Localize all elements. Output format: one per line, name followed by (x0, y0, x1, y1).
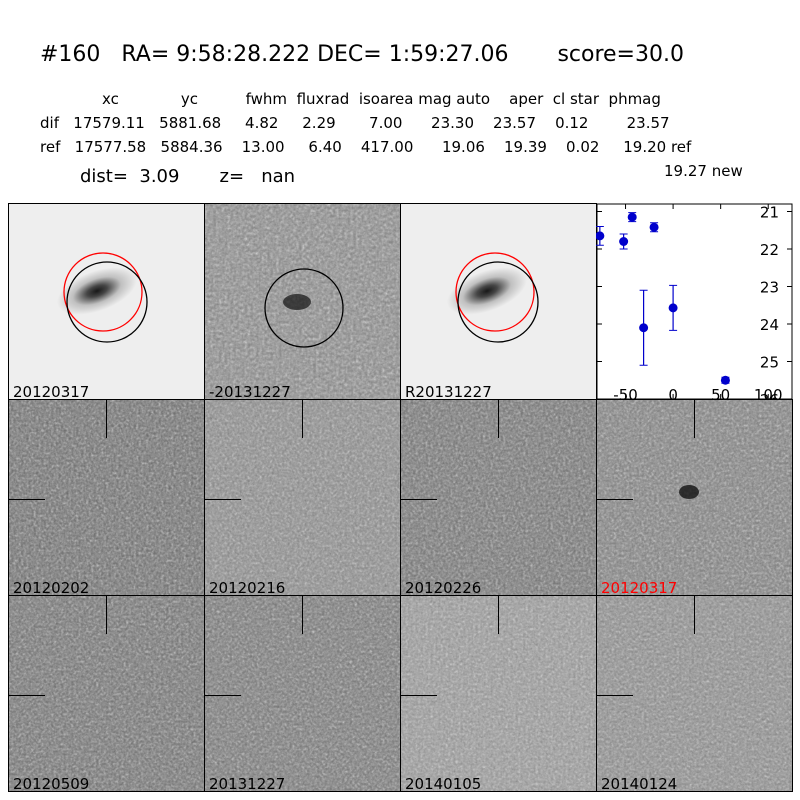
stamp-panel: 20120226 (400, 399, 597, 596)
crosshair-horizontal (9, 499, 45, 500)
crosshair-horizontal (597, 499, 633, 500)
stamp-image (9, 400, 204, 595)
stamp-panel: 20120317 (596, 399, 793, 596)
y-tick-label: 23 (760, 279, 779, 297)
crosshair-vertical (498, 596, 499, 634)
stamp-panel: 20120202 (8, 399, 205, 596)
y-tick-label: 22 (760, 241, 779, 259)
stamp-panel: 20131227 (204, 595, 401, 792)
stamp-date-label: 20140124 (601, 775, 678, 792)
data-point (619, 237, 629, 246)
crosshair-vertical (106, 596, 107, 634)
ref-row: ref 17577.58 5884.36 13.00 6.40 417.00 1… (40, 138, 692, 156)
data-point (595, 231, 605, 241)
crosshair-vertical (694, 400, 695, 438)
stamp-panel: 20120509 (8, 595, 205, 792)
crosshair-horizontal (9, 695, 45, 696)
stamp-date-label: 20120509 (13, 775, 90, 792)
stamp-panel: 20120216 (204, 399, 401, 596)
stamp-panel: 20140105 (400, 595, 597, 792)
diff-image-panel: -20131227 (204, 203, 401, 400)
crosshair-vertical (106, 400, 107, 438)
distance-line: dist= 3.09 z= nan (80, 166, 296, 187)
stamp-date-label: 20120317 (601, 579, 678, 596)
dif-row: dif 17579.11 5881.68 4.82 2.29 7.00 23.3… (40, 114, 670, 132)
red-circle (63, 252, 143, 332)
data-point (639, 323, 649, 333)
data-point (649, 222, 659, 232)
crosshair-vertical (302, 596, 303, 634)
page-title: #160 RA= 9:58:28.222 DEC= 1:59:27.06 sco… (40, 42, 684, 67)
stamp-date-label: 20131227 (209, 775, 286, 792)
light-curve-panel: 21 22 23 24 25 26 -50 0 50 100 (595, 203, 800, 409)
black-circle (457, 261, 539, 343)
diff-image (205, 204, 400, 399)
data-point (668, 303, 678, 313)
new-image-panel: R20131227 (400, 203, 597, 400)
black-circle (264, 268, 344, 348)
data-point (627, 212, 637, 222)
stamp-panel: 20140124 (596, 595, 793, 792)
y-tick-label: 25 (760, 354, 779, 372)
ref-image-panel: 20120317 (8, 203, 205, 400)
crosshair-vertical (498, 400, 499, 438)
stamp-date-label: 20120226 (405, 579, 482, 596)
stamp-date-label: 20120216 (209, 579, 286, 596)
stamp-date-label: 20120202 (13, 579, 90, 596)
panel-label: 20120317 (13, 383, 90, 400)
y-tick-label: 21 (760, 204, 779, 222)
black-circle (66, 261, 148, 343)
stamp-date-label: 20140105 (405, 775, 482, 792)
crosshair-vertical (694, 596, 695, 634)
galaxy-image (9, 204, 204, 399)
panel-label: R20131227 (405, 383, 492, 400)
crosshair-horizontal (401, 695, 437, 696)
crosshair-horizontal (597, 695, 633, 696)
red-circle (455, 252, 535, 332)
crosshair-horizontal (205, 695, 241, 696)
new-row: 19.27 new (664, 162, 743, 180)
crosshair-vertical (302, 400, 303, 438)
galaxy-image (401, 204, 596, 399)
x-tick-label: 0 (668, 386, 678, 403)
panel-label: -20131227 (209, 383, 291, 400)
table-header: xc yc fwhm fluxrad isoarea mag auto aper… (40, 90, 661, 108)
crosshair-horizontal (401, 499, 437, 500)
data-point (720, 375, 730, 385)
y-tick-label: 24 (760, 316, 779, 334)
crosshair-horizontal (205, 499, 241, 500)
